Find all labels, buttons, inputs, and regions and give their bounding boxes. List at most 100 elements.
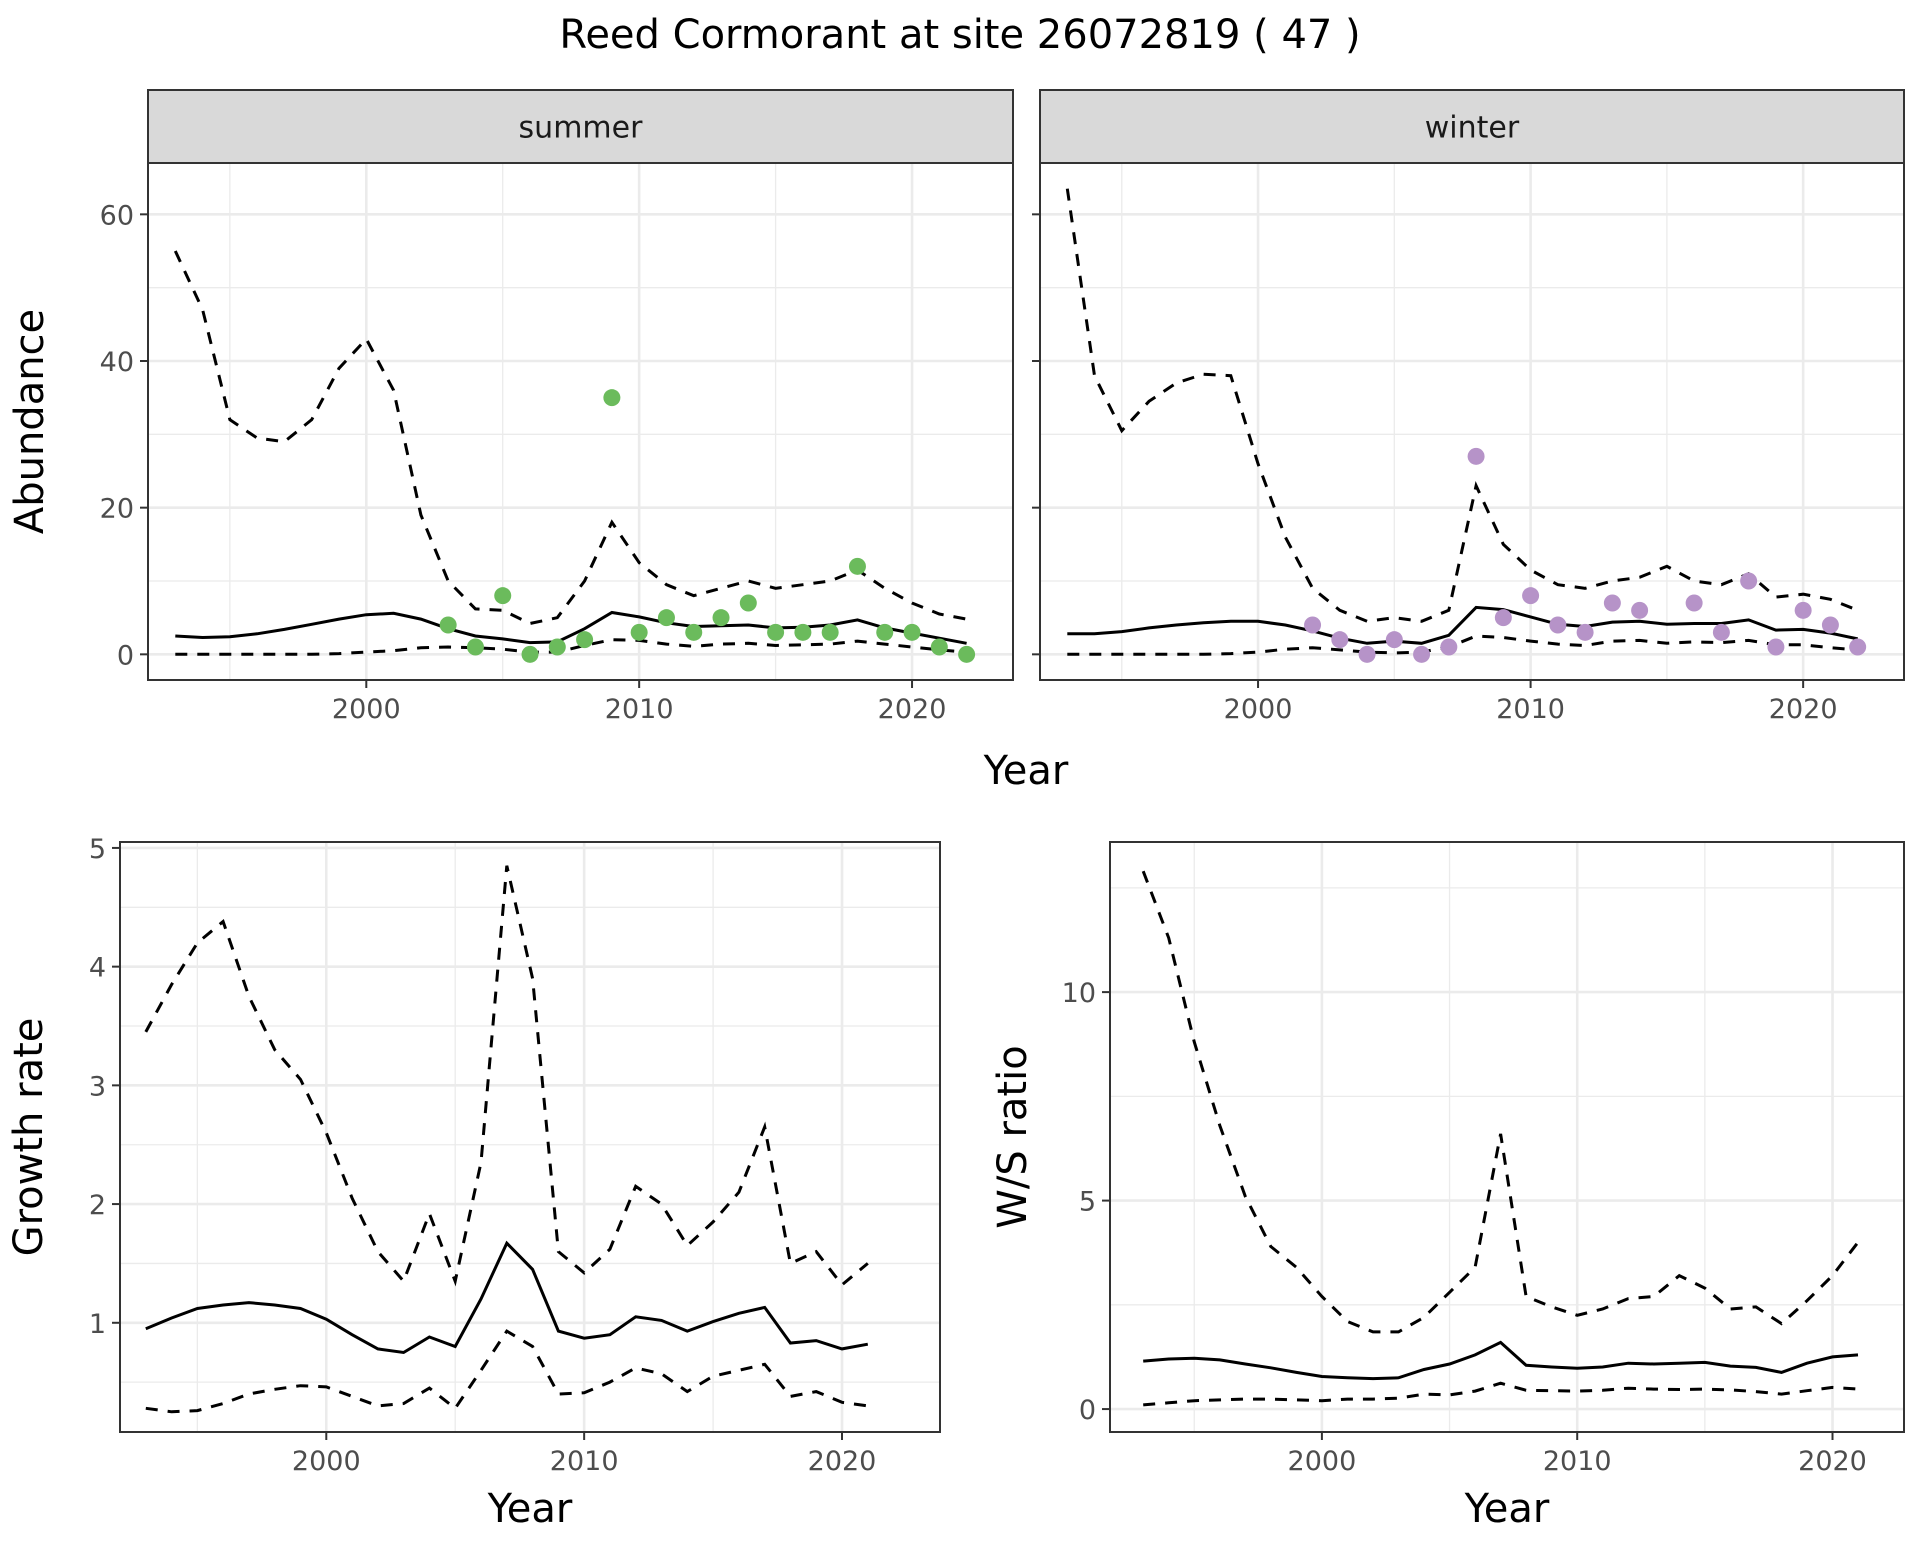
lower-bound-line <box>1143 1381 1859 1407</box>
upper-bound-line <box>1141 870 1860 1334</box>
y-tick-label: 10 <box>1062 978 1096 1009</box>
x-tick-label: 2010 <box>605 694 674 725</box>
upper-bound-line <box>1065 188 1859 623</box>
observed-point <box>958 645 976 663</box>
median-line <box>145 1240 869 1355</box>
x-tick-label: 2000 <box>332 694 401 725</box>
panel-border <box>147 162 1014 681</box>
observed-point <box>1358 645 1376 663</box>
plot-background <box>1110 842 1904 1432</box>
observed-point <box>739 594 757 612</box>
observed-point <box>821 623 839 641</box>
facet-label: summer <box>519 111 644 146</box>
y-tick-label: 20 <box>100 494 134 525</box>
figure-title: Reed Cormorant at site 26072819 ( 47 ) <box>559 12 1360 58</box>
facet-strip <box>147 89 1014 164</box>
y-tick-label: 4 <box>89 953 106 984</box>
y-axis-title: Abundance <box>7 309 53 534</box>
y-tick-label: 1 <box>89 1309 106 1340</box>
y-tick-label: 60 <box>100 200 134 231</box>
observed-point <box>1331 631 1349 649</box>
observed-point <box>1821 616 1839 634</box>
median-line <box>175 610 967 645</box>
panel-border <box>1039 162 1905 681</box>
observed-point <box>494 587 512 605</box>
observed-point <box>576 631 594 649</box>
upper-bound-line <box>144 865 869 1287</box>
observed-point <box>548 638 566 656</box>
panel-winter: winter 2000 2010 2020 <box>1032 89 1905 725</box>
observed-point <box>685 623 703 641</box>
y-tick-label: 0 <box>117 640 134 671</box>
observed-point <box>876 623 894 641</box>
y-tick-label: 5 <box>1079 1187 1096 1218</box>
observed-point <box>1413 645 1431 663</box>
observed-point <box>1522 587 1540 605</box>
x-tick-label: 2010 <box>1543 1446 1612 1477</box>
observed-point <box>1494 609 1512 627</box>
observed-point <box>930 638 948 656</box>
x-tick-label: 2020 <box>878 694 947 725</box>
y-tick-label: 3 <box>89 1071 106 1102</box>
upper-bound-line <box>173 250 967 626</box>
observed-point <box>1440 638 1458 656</box>
x-tick-label: 2010 <box>550 1446 619 1477</box>
observed-point <box>466 638 484 656</box>
x-axis-title: Year <box>1464 1486 1550 1532</box>
observed-point <box>1740 572 1758 590</box>
observed-point <box>1685 594 1703 612</box>
y-axis-title: Growth rate <box>6 1018 52 1257</box>
median-line <box>1067 605 1859 645</box>
x-tick-label: 2010 <box>1496 694 1565 725</box>
observed-point <box>1603 594 1621 612</box>
lower-bound-line <box>145 1329 869 1414</box>
observed-point <box>794 623 812 641</box>
x-tick-label: 2000 <box>1288 1446 1357 1477</box>
observed-point <box>767 623 785 641</box>
plot-background <box>120 842 940 1432</box>
y-tick-label: 2 <box>89 1190 106 1221</box>
observed-point <box>1767 638 1785 656</box>
panel-border <box>1109 841 1905 1433</box>
observed-point <box>1794 601 1812 619</box>
y-tick-label: 0 <box>1079 1395 1096 1426</box>
panel-summer: summer 2000 2010 2020 0 20 40 60 Abundance <box>7 89 1014 725</box>
facet-strip <box>1039 89 1905 164</box>
plot-background <box>1040 163 1904 680</box>
observed-point <box>1304 616 1322 634</box>
plot-background <box>148 163 1013 680</box>
x-tick-label: 2020 <box>1798 1446 1867 1477</box>
observed-point <box>1849 638 1867 656</box>
panel-border <box>119 841 941 1433</box>
observed-point <box>712 609 730 627</box>
x-axis-title: Year <box>487 1486 573 1532</box>
observed-point <box>1576 623 1594 641</box>
x-tick-label: 2000 <box>292 1446 361 1477</box>
observed-point <box>439 616 457 634</box>
x-tick-label: 2000 <box>1224 694 1293 725</box>
lower-bound-line <box>1067 634 1858 656</box>
y-axis-title: W/S ratio <box>990 1045 1036 1228</box>
panel-growth-rate: 2000 2010 2020 1 2 3 4 5 Growth rate Year <box>6 834 941 1532</box>
x-tick-label: 2020 <box>808 1446 877 1477</box>
x-tick-label: 2020 <box>1769 694 1838 725</box>
observed-point <box>1712 623 1730 641</box>
observed-point <box>1467 447 1485 465</box>
observed-point <box>657 609 675 627</box>
observed-point <box>903 623 921 641</box>
median-line <box>1143 1340 1859 1381</box>
observed-point <box>1385 631 1403 649</box>
observed-point <box>1549 616 1567 634</box>
observed-point <box>603 389 621 407</box>
observed-point <box>848 557 866 575</box>
observed-point <box>521 645 539 663</box>
observed-point <box>1631 601 1649 619</box>
observed-point <box>630 623 648 641</box>
lower-bound-line <box>175 638 967 656</box>
panel-ws-ratio: 2000 2010 2020 0 5 10 W/S ratio Year <box>990 841 1905 1532</box>
y-tick-label: 5 <box>89 834 106 865</box>
y-tick-label: 40 <box>100 347 134 378</box>
x-axis-title-shared: Year <box>983 748 1069 794</box>
